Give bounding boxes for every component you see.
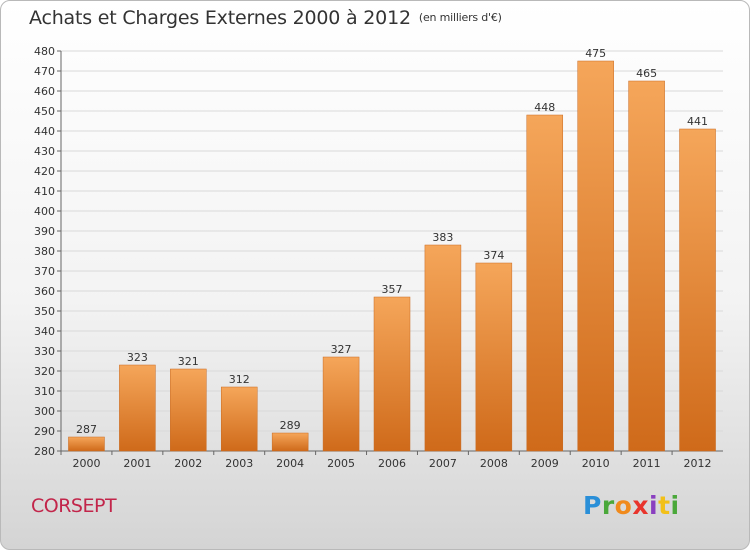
bar-2012 <box>679 128 716 452</box>
x-tick-label-2012: 2012 <box>684 457 712 470</box>
data-label-2010: 475 <box>585 47 606 60</box>
data-label-2001: 323 <box>127 351 148 364</box>
y-tick-label: 310 <box>34 385 55 398</box>
bar-2007 <box>424 244 462 452</box>
y-tick-label: 400 <box>34 205 55 218</box>
y-tick-label: 380 <box>34 245 55 258</box>
y-tick-label: 320 <box>34 365 55 378</box>
bar-2011 <box>628 80 665 452</box>
bar-2009 <box>526 114 564 452</box>
data-label-2005: 327 <box>331 343 352 356</box>
logo-letter: P <box>583 491 602 520</box>
x-tick-label-2004: 2004 <box>276 457 304 470</box>
bar-2004 <box>271 432 309 452</box>
x-tick-label-2009: 2009 <box>531 457 559 470</box>
x-tick-label-2001: 2001 <box>123 457 151 470</box>
bar-2005 <box>322 356 360 452</box>
y-tick-label: 470 <box>34 65 55 78</box>
bar-2006 <box>373 296 411 452</box>
unit-label: (en milliers d'€) <box>418 11 502 24</box>
logo-letter: t <box>658 491 671 520</box>
x-tick-label-2005: 2005 <box>327 457 355 470</box>
x-tick-label-2010: 2010 <box>582 457 610 470</box>
data-label-2000: 287 <box>76 423 97 436</box>
bars <box>68 60 716 452</box>
logo-letter: i <box>670 491 680 520</box>
y-tick-label: 430 <box>34 145 55 158</box>
bar-2003 <box>220 386 258 452</box>
y-tick-label: 420 <box>34 165 55 178</box>
chart-title: Achats et Charges Externes 2000 à 2012 (e… <box>29 7 502 29</box>
y-tick-label: 360 <box>34 285 55 298</box>
bar-2000 <box>68 436 105 452</box>
data-label-2003: 312 <box>229 373 250 386</box>
title-text: Achats et Charges Externes 2000 à 2012 <box>29 7 411 29</box>
x-tick-label-2011: 2011 <box>633 457 661 470</box>
y-tick-label: 460 <box>34 85 55 98</box>
y-tick-label: 350 <box>34 305 55 318</box>
data-label-2004: 289 <box>280 419 301 432</box>
data-label-2008: 374 <box>483 249 504 262</box>
x-axis: 2000 2001 2002 2003 2004 2005 2006 2007 2008 2009… <box>60 451 712 470</box>
data-label-2009: 448 <box>534 101 555 114</box>
x-tick-label-2003: 2003 <box>225 457 253 470</box>
x-tick-label-2007: 2007 <box>429 457 457 470</box>
y-tick-label: 330 <box>34 345 55 358</box>
data-label-2012: 441 <box>687 115 708 128</box>
y-tick-label: 440 <box>34 125 55 138</box>
logo-letter: i <box>649 491 659 520</box>
y-tick-label: 370 <box>34 265 55 278</box>
y-tick-label: 480 <box>34 45 55 58</box>
y-tick-label: 410 <box>34 185 55 198</box>
data-label-2007: 383 <box>432 231 453 244</box>
y-tick-label: 290 <box>34 425 55 438</box>
logo-letter: o <box>614 491 633 520</box>
y-tick-label: 390 <box>34 225 55 238</box>
y-tick-label: 340 <box>34 325 55 338</box>
bar-2008 <box>475 262 513 452</box>
x-tick-label-2002: 2002 <box>174 457 202 470</box>
bar-2001 <box>119 364 156 452</box>
proxiti-logo: Proxiti <box>583 491 680 520</box>
bar-2002 <box>170 368 207 452</box>
y-tick-label: 280 <box>34 445 55 458</box>
commune-name: CORSEPT <box>31 495 117 517</box>
data-label-2006: 357 <box>382 283 403 296</box>
logo-letter: r <box>601 491 615 520</box>
data-label-2011: 465 <box>636 67 657 80</box>
data-label-2002: 321 <box>178 355 199 368</box>
y-axis: 280 290 300 310 320 330 340 350 360 370 380 390 400 4… <box>34 45 723 458</box>
x-tick-label-2008: 2008 <box>480 457 508 470</box>
bar-2010 <box>577 60 614 452</box>
x-tick-label-2000: 2000 <box>72 457 100 470</box>
x-tick-label-2006: 2006 <box>378 457 406 470</box>
logo-letter: x <box>632 491 649 520</box>
data-labels: 287 323 321 312 289 327 357 383 374 448 475 465 441 <box>76 47 708 436</box>
y-tick-label: 450 <box>34 105 55 118</box>
y-tick-label: 300 <box>34 405 55 418</box>
